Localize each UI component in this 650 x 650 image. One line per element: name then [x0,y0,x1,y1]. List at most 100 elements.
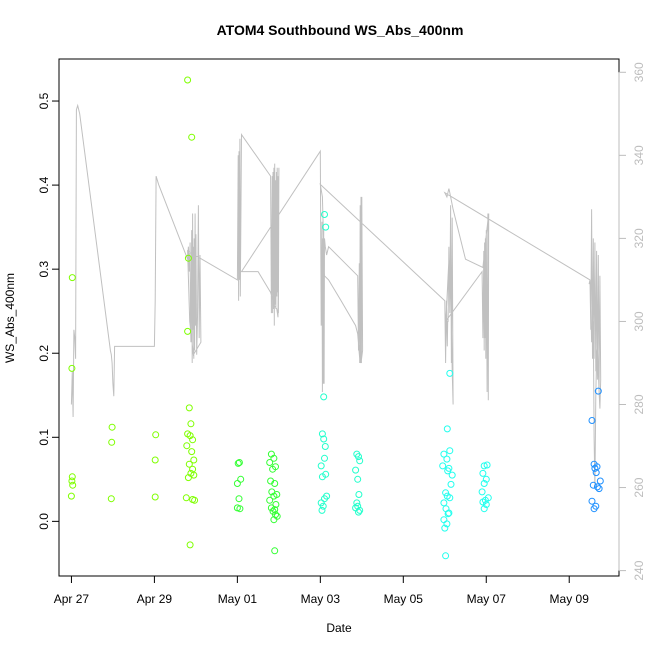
data-point [444,510,452,518]
y-right-tick-label: 320 [632,228,646,248]
y-right-tick-label: 260 [632,477,646,497]
data-point [442,552,450,560]
data-point [188,448,196,456]
x-tick-label: May 05 [384,592,424,606]
data-point [443,455,451,463]
data-point [588,417,596,424]
data-point [480,505,488,513]
data-point [445,509,453,517]
data-point [152,431,160,439]
data-point [440,499,448,507]
data-point [267,504,275,512]
data-point [447,480,455,488]
y-right-tick-label: 340 [632,145,646,165]
data-point [440,450,448,458]
x-tick-label: May 09 [550,592,590,606]
data-point [186,541,194,549]
data-point [184,474,192,482]
data-point [446,369,454,377]
data-point [318,430,326,438]
data-point [107,495,115,503]
data-point [355,453,362,461]
data-point [236,505,244,513]
data-point [182,494,190,502]
altitude-line [70,103,602,488]
y-tick-label: 0.2 [37,345,51,362]
data-point [589,481,597,489]
data-point [321,443,329,450]
data-point [448,471,456,479]
data-point [480,480,488,487]
data-point [591,464,599,472]
data-point [269,465,277,473]
y-tick-label: 0.3 [37,260,51,277]
data-point [594,387,602,395]
data-point [67,492,75,500]
y-tick-label: 0.4 [37,176,51,193]
data-point [439,462,447,470]
y-right-tick-label: 360 [632,62,646,82]
data-point [444,467,452,475]
data-point [321,495,328,503]
data-point [446,447,454,455]
y-axis: 0.0 0.1 0.2 0.3 0.4 0.5 [37,92,60,530]
data-point [183,442,191,450]
data-point [235,459,243,466]
data-point [483,461,491,469]
y-axis-right: 240 260 280 300 320 340 360 [618,62,646,581]
data-point [184,76,192,84]
x-axis-label: Date [326,621,352,635]
data-point [271,506,279,514]
x-tick-label: May 01 [218,592,258,606]
data-point [185,460,193,468]
x-tick-label: May 03 [301,592,341,606]
data-point [482,501,490,508]
scatter-points-layer [67,76,604,560]
x-tick-label: Apr 27 [54,592,90,606]
data-point [235,495,243,503]
data-point [590,505,598,513]
data-point [68,364,76,372]
data-point [271,547,279,555]
data-point [271,480,279,487]
data-point [190,456,198,464]
data-point [321,454,328,462]
data-point [151,456,159,464]
data-point [441,524,449,532]
y-right-tick-label: 280 [632,394,646,414]
data-point [593,483,601,491]
data-point [595,485,603,493]
data-point [319,502,327,510]
data-point [446,494,454,502]
data-point [355,491,363,498]
data-point [68,274,76,282]
data-point [185,404,193,412]
y-right-tick-label: 240 [632,560,646,580]
data-point [321,211,328,218]
data-point [270,454,278,462]
y-axis-label: WS_Abs_400nm [3,273,17,363]
data-point [317,462,325,470]
data-point [320,393,328,401]
data-point [352,466,360,474]
y-tick-label: 0.1 [37,429,51,446]
data-point [443,520,451,528]
data-point [482,475,490,483]
data-point [588,497,596,505]
altitude-trace-layer [70,103,602,488]
data-point [184,254,192,262]
data-point [108,438,116,446]
data-point [234,459,242,467]
data-point [480,462,488,470]
x-axis: Apr 27 Apr 29 May 01 May 03 May 05 May 07 May … [54,575,590,606]
data-point [354,475,362,483]
data-point [184,327,192,335]
data-point [478,488,486,496]
x-tick-label: May 07 [467,592,507,606]
data-point [270,516,278,524]
data-point [592,469,600,477]
data-point [355,508,362,516]
data-point [353,499,361,507]
